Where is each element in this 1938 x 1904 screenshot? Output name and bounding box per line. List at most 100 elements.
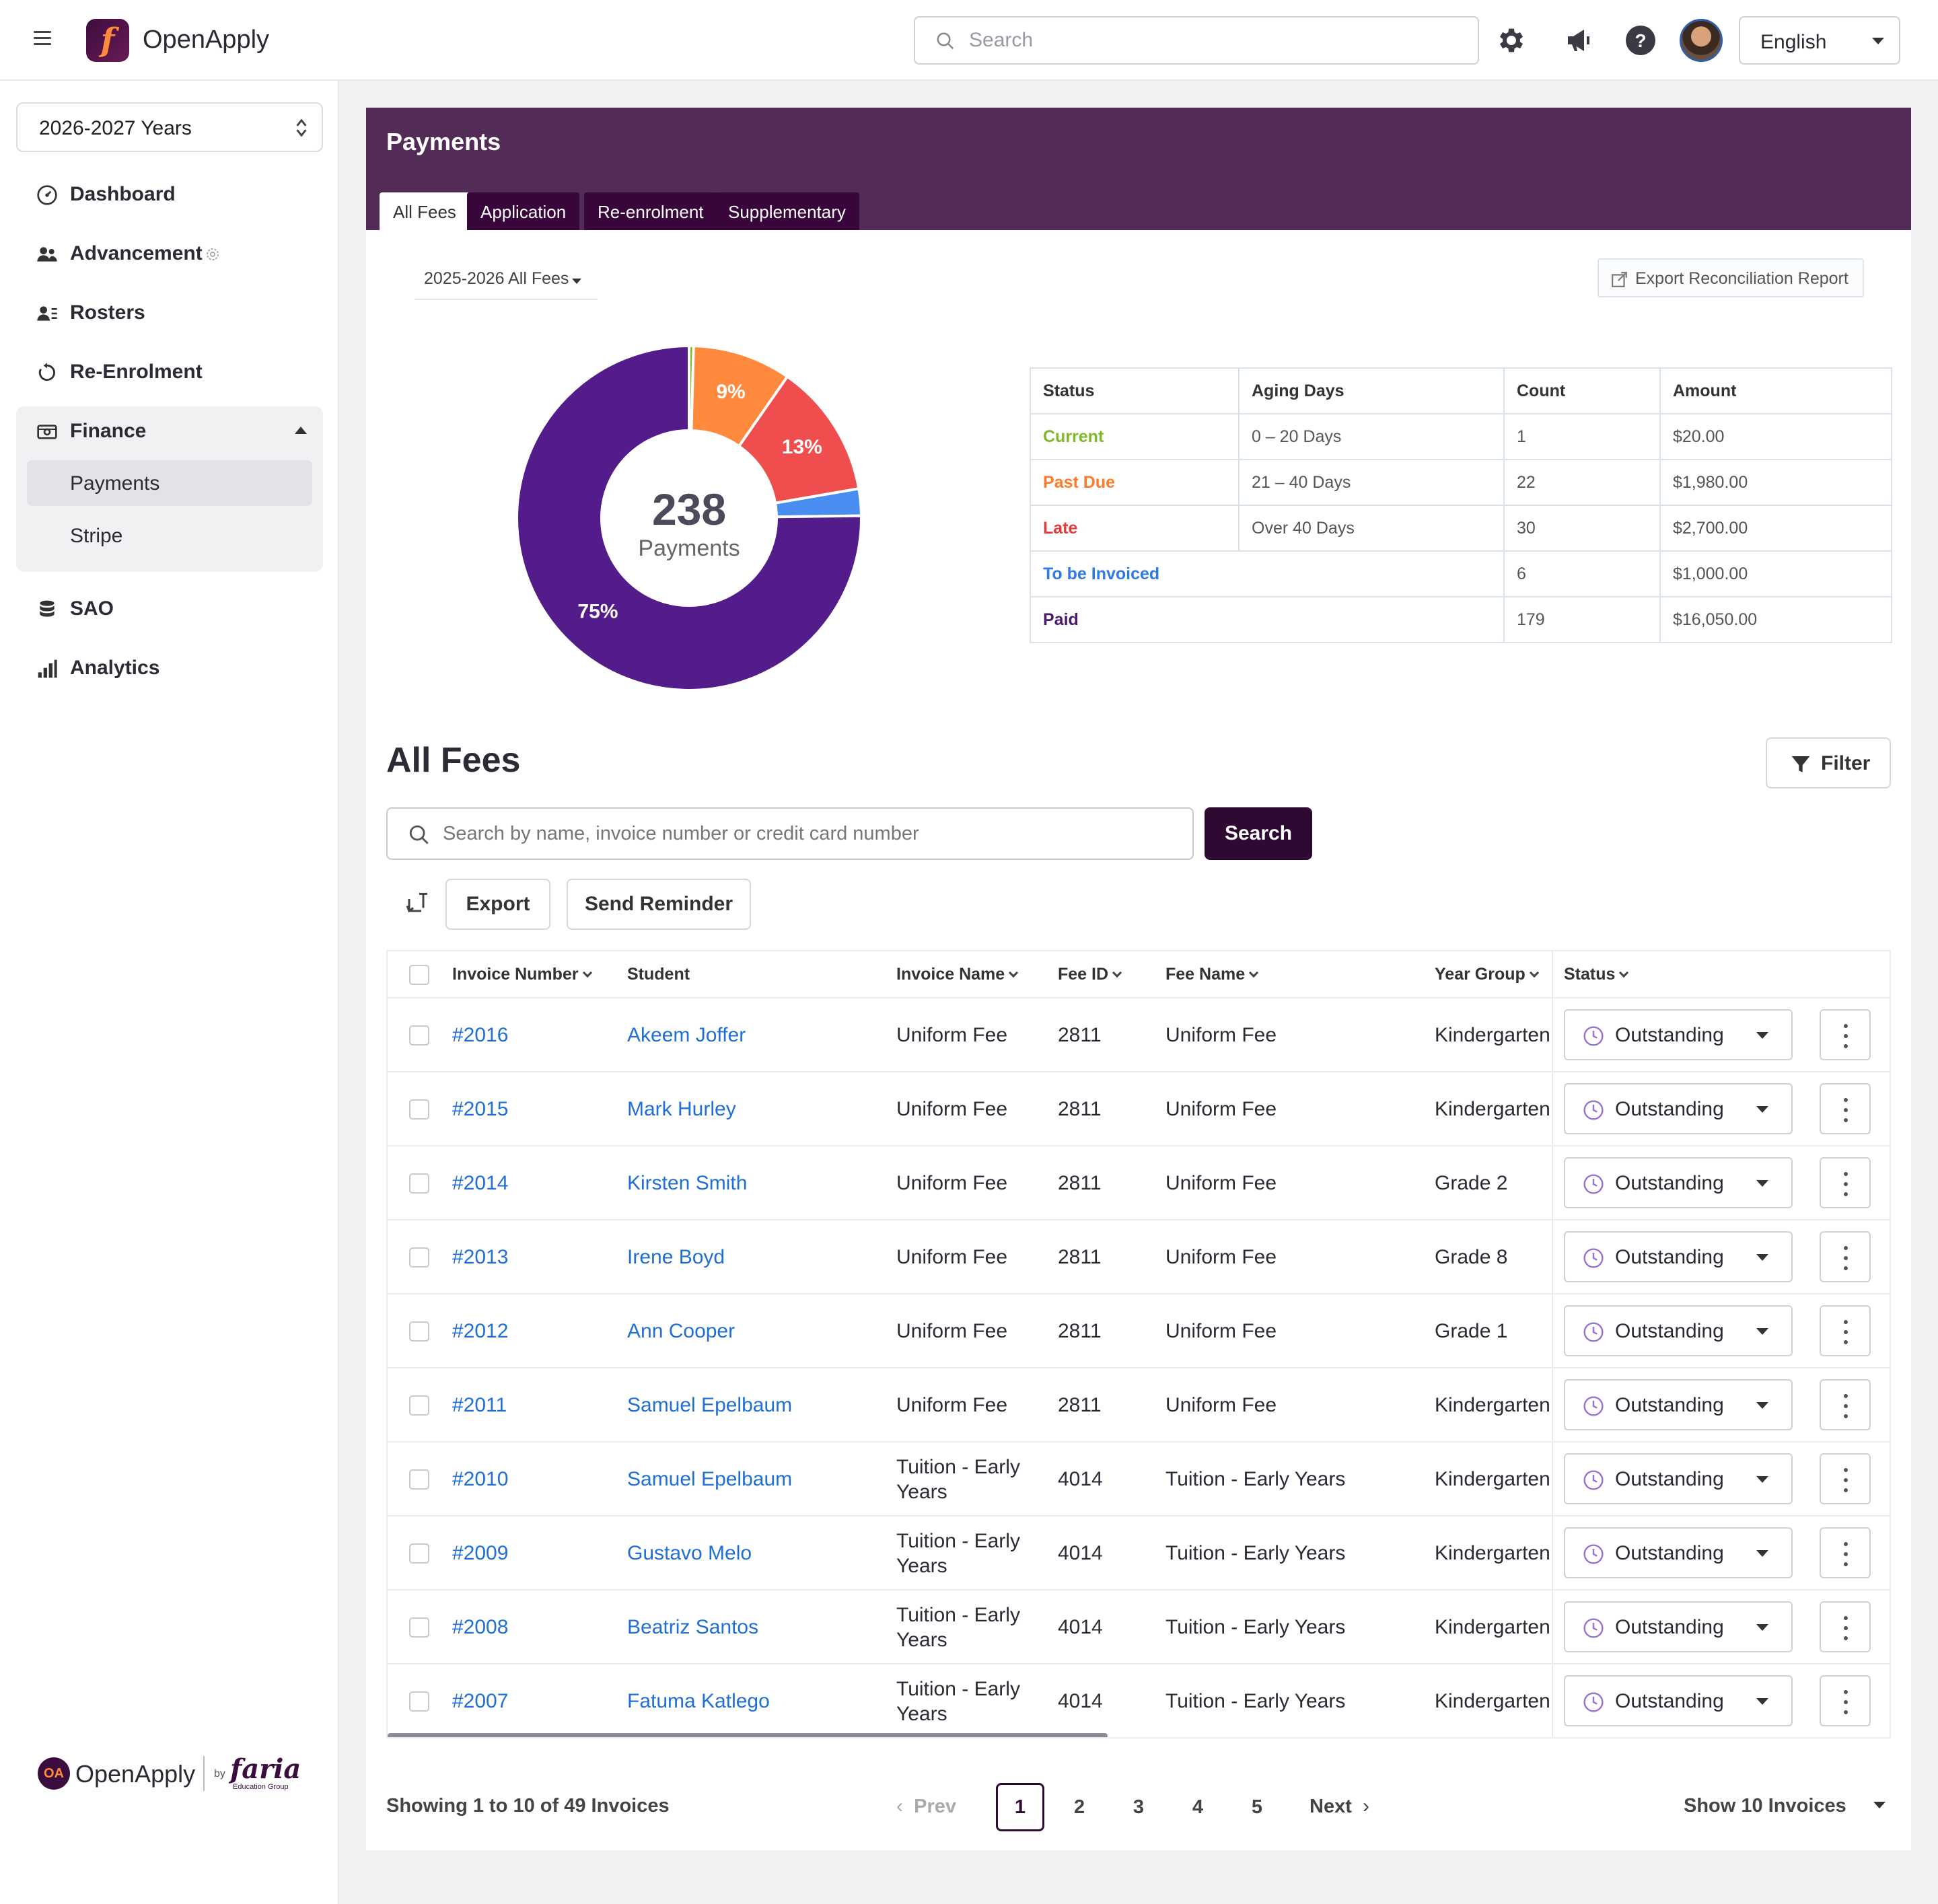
col-fee-id[interactable]: Fee ID [1058, 965, 1122, 984]
row-actions-menu-icon[interactable] [1820, 1601, 1871, 1652]
row-checkbox[interactable] [409, 1321, 429, 1342]
tab-supplementary[interactable]: Supplementary [715, 192, 859, 230]
row-actions-menu-icon[interactable] [1820, 1675, 1871, 1726]
sidebar-item-sao[interactable]: SAO [16, 584, 323, 632]
row-checkbox[interactable] [409, 1691, 429, 1712]
student-link[interactable]: Mark Hurley [627, 1098, 736, 1120]
col-year-group[interactable]: Year Group [1435, 965, 1539, 984]
page-1-button[interactable]: 1 [996, 1783, 1044, 1831]
row-checkbox[interactable] [409, 1025, 429, 1046]
invoice-number-link[interactable]: #2013 [452, 1246, 509, 1268]
sidebar-item-stripe[interactable]: Stripe [70, 525, 123, 547]
status-dropdown[interactable]: Outstanding [1564, 1083, 1793, 1134]
status-dropdown[interactable]: Outstanding [1564, 1379, 1793, 1430]
student-link[interactable]: Samuel Epelbaum [627, 1468, 793, 1490]
page-4-button[interactable]: 4 [1192, 1796, 1204, 1818]
export-button[interactable]: Export [445, 879, 550, 930]
invoice-number-link[interactable]: #2011 [452, 1394, 507, 1416]
row-checkbox[interactable] [409, 1173, 429, 1194]
status-dropdown[interactable]: Outstanding [1564, 1305, 1793, 1356]
col-invoice-number[interactable]: Invoice Number [452, 965, 592, 984]
row-actions-menu-icon[interactable] [1820, 1009, 1871, 1060]
status-dropdown[interactable]: Outstanding [1564, 1527, 1793, 1578]
help-icon[interactable]: ? [1624, 24, 1657, 57]
prev-page-button[interactable]: ‹ Prev [896, 1795, 957, 1817]
invoice-number-link[interactable]: #2014 [452, 1172, 509, 1194]
app-logo[interactable]: f [86, 19, 129, 62]
invoice-number-link[interactable]: #2007 [452, 1690, 509, 1712]
invoice-number-link[interactable]: #2009 [452, 1542, 509, 1564]
student-link[interactable]: Ann Cooper [627, 1320, 735, 1342]
student-link[interactable]: Beatriz Santos [627, 1616, 759, 1638]
search-button[interactable]: Search [1205, 807, 1312, 860]
fees-search-input[interactable] [443, 819, 1170, 848]
tab-application[interactable]: Application [467, 192, 580, 230]
row-checkbox[interactable] [409, 1543, 429, 1564]
send-reminder-button[interactable]: Send Reminder [567, 879, 751, 930]
col-fee-name[interactable]: Fee Name [1165, 965, 1259, 984]
megaphone-icon[interactable] [1564, 24, 1596, 57]
row-actions-menu-icon[interactable] [1820, 1453, 1871, 1504]
row-checkbox[interactable] [409, 1099, 429, 1120]
row-actions-menu-icon[interactable] [1820, 1379, 1871, 1430]
status-dropdown[interactable]: Outstanding [1564, 1009, 1793, 1060]
invoice-number-link[interactable]: #2008 [452, 1616, 509, 1638]
horizontal-scrollbar[interactable] [388, 1733, 1108, 1737]
tab-re-enrolment[interactable]: Re-enrolment [584, 192, 717, 230]
sidebar-item-finance[interactable]: Finance [16, 406, 323, 455]
sort-icon[interactable] [405, 891, 429, 915]
page-size-select[interactable]: Show 10 Invoices [1684, 1795, 1886, 1817]
year-select[interactable]: 2026-2027 Years [16, 102, 323, 152]
row-actions-menu-icon[interactable] [1820, 1527, 1871, 1578]
page-5-button[interactable]: 5 [1251, 1796, 1263, 1818]
gear-icon[interactable] [1495, 24, 1528, 57]
invoice-number-link[interactable]: #2016 [452, 1024, 509, 1046]
student-link[interactable]: Fatuma Katlego [627, 1690, 770, 1712]
sidebar-item-payments[interactable]: Payments [27, 460, 312, 506]
row-checkbox[interactable] [409, 1617, 429, 1638]
status-dropdown[interactable]: Outstanding [1564, 1601, 1793, 1652]
student-link[interactable]: Akeem Joffer [627, 1024, 746, 1046]
sidebar-item-rosters[interactable]: Rosters [16, 288, 323, 336]
sidebar-item-advancement[interactable]: Advancement [16, 229, 323, 277]
row-actions-menu-icon[interactable] [1820, 1231, 1871, 1282]
student-link[interactable]: Gustavo Melo [627, 1542, 752, 1564]
global-search[interactable] [914, 16, 1479, 65]
sidebar-item-dashboard[interactable]: Dashboard [16, 170, 323, 218]
row-actions-menu-icon[interactable] [1820, 1083, 1871, 1134]
status-dropdown[interactable]: Outstanding [1564, 1157, 1793, 1208]
row-checkbox[interactable] [409, 1469, 429, 1490]
row-actions-menu-icon[interactable] [1820, 1157, 1871, 1208]
col-invoice-name[interactable]: Invoice Name [896, 965, 1019, 984]
global-search-input[interactable] [969, 27, 1440, 54]
filter-button[interactable]: Filter [1766, 737, 1891, 789]
row-actions-menu-icon[interactable] [1820, 1305, 1871, 1356]
page-3-button[interactable]: 3 [1133, 1796, 1145, 1818]
invoice-number-link[interactable]: #2010 [452, 1468, 509, 1490]
status-dropdown[interactable]: Outstanding [1564, 1231, 1793, 1282]
col-status[interactable]: Status [1564, 965, 1629, 984]
status-dropdown[interactable]: Outstanding [1564, 1453, 1793, 1504]
fee-period-dropdown[interactable]: 2025-2026 All Fees [415, 266, 598, 300]
row-checkbox[interactable] [409, 1247, 429, 1268]
page-2-button[interactable]: 2 [1073, 1796, 1085, 1818]
aging-count: 179 [1503, 596, 1661, 643]
student-link[interactable]: Samuel Epelbaum [627, 1394, 793, 1416]
sidebar-item-re-enrolment[interactable]: Re-Enrolment [16, 347, 323, 396]
export-reconciliation-button[interactable]: Export Reconciliation Report [1598, 258, 1864, 297]
sidebar-item-analytics[interactable]: Analytics [16, 643, 323, 692]
tab-all-fees[interactable]: All Fees [380, 192, 470, 230]
status-dropdown[interactable]: Outstanding [1564, 1675, 1793, 1726]
menu-icon[interactable] [34, 31, 51, 46]
settings-small-icon[interactable] [205, 246, 221, 262]
select-all-checkbox[interactable] [409, 965, 429, 985]
student-link[interactable]: Kirsten Smith [627, 1172, 748, 1194]
user-avatar[interactable] [1680, 19, 1723, 62]
student-link[interactable]: Irene Boyd [627, 1246, 725, 1268]
fees-search[interactable] [386, 807, 1194, 860]
invoice-number-link[interactable]: #2015 [452, 1098, 509, 1120]
row-checkbox[interactable] [409, 1395, 429, 1416]
next-page-button[interactable]: Next › [1309, 1795, 1369, 1817]
language-select[interactable]: English [1739, 16, 1900, 65]
invoice-number-link[interactable]: #2012 [452, 1320, 509, 1342]
